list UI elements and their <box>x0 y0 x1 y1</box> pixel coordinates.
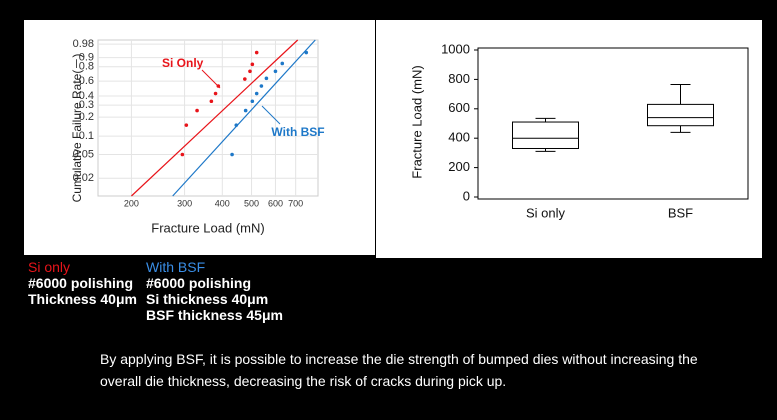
point <box>213 91 218 96</box>
y-tick-label: 0.9 <box>79 52 94 64</box>
box <box>647 103 714 127</box>
note-line: Si thickness 40μm <box>146 291 269 307</box>
note-line: Thickness 40μm <box>28 291 137 307</box>
note-line: #6000 polishing <box>28 275 134 291</box>
point <box>243 77 247 81</box>
point <box>254 91 259 96</box>
x-tick-label: 200 <box>124 198 139 208</box>
point <box>273 69 278 74</box>
y-axis-label: Fracture Load (mN) <box>409 65 424 178</box>
point <box>209 99 214 104</box>
plot-area <box>97 39 319 197</box>
y-tick-label: 0.6 <box>79 75 94 87</box>
y-tick-label: 0.2 <box>79 111 94 123</box>
point <box>264 76 269 81</box>
charts: 200 300 400 500 600 700 0.02 0.05 0.1 0.20.30.4 0.… <box>24 20 762 258</box>
point <box>248 69 252 74</box>
box <box>512 121 579 149</box>
note-line: #6000 polishing <box>146 275 252 291</box>
point <box>254 50 259 55</box>
x-tick-label: 500 <box>244 198 259 208</box>
y-tick-label: 0.8 <box>79 61 94 73</box>
point <box>230 152 234 157</box>
y-tick-label: 0.3 <box>79 99 94 111</box>
x-tick-label: 700 <box>288 198 303 208</box>
note-title: With BSF <box>146 259 206 275</box>
note: With BSF #6000 polishing Si thickness 40… <box>146 259 283 323</box>
y-tick-label: 0.05 <box>73 148 94 160</box>
note: Si only #6000 polishing Thickness 40μm <box>28 259 137 307</box>
point <box>234 123 239 127</box>
y-tick-label: 0.1 <box>79 130 94 142</box>
caption: By applying BSF, it is possible to incre… <box>100 351 698 389</box>
x-tick-label: 300 <box>177 198 192 208</box>
y-tick-label: 0.98 <box>73 38 94 50</box>
point <box>304 50 309 55</box>
y-tick-label: 600 <box>448 100 470 115</box>
y-tick-label: 400 <box>448 130 470 145</box>
point <box>250 62 255 67</box>
point <box>180 152 185 157</box>
point <box>280 61 285 66</box>
y-tick-label: 800 <box>448 71 470 86</box>
note-title: Si only <box>28 259 71 275</box>
y-tick-label: 200 <box>448 159 470 174</box>
series-label: Si Only <box>162 56 204 70</box>
fit-line <box>172 39 316 197</box>
x-tick-label: Si only <box>526 205 566 220</box>
x-axis-label: Fracture Load (mN) <box>151 220 264 235</box>
arrow <box>261 105 281 125</box>
y-tick-label: 1000 <box>441 41 470 56</box>
point <box>250 99 255 104</box>
y-axis-label: Cumulative Failure Rate(－) <box>70 54 84 203</box>
fit-line <box>131 39 299 197</box>
y-tick-label: 0.02 <box>73 172 94 184</box>
point <box>243 108 248 113</box>
y-tick-label: 0 <box>463 188 470 203</box>
point <box>184 123 189 127</box>
point <box>195 108 199 113</box>
arrow <box>201 69 221 89</box>
y-tick-label: 0.4 <box>79 90 94 102</box>
point <box>259 84 264 88</box>
x-tick-label: 400 <box>215 198 230 208</box>
note-line: BSF thickness 45μm <box>146 307 283 323</box>
series-label: With BSF <box>271 125 324 139</box>
x-tick-label: 600 <box>268 198 283 208</box>
x-tick-label: BSF <box>668 205 693 220</box>
plot-frame <box>477 47 749 200</box>
